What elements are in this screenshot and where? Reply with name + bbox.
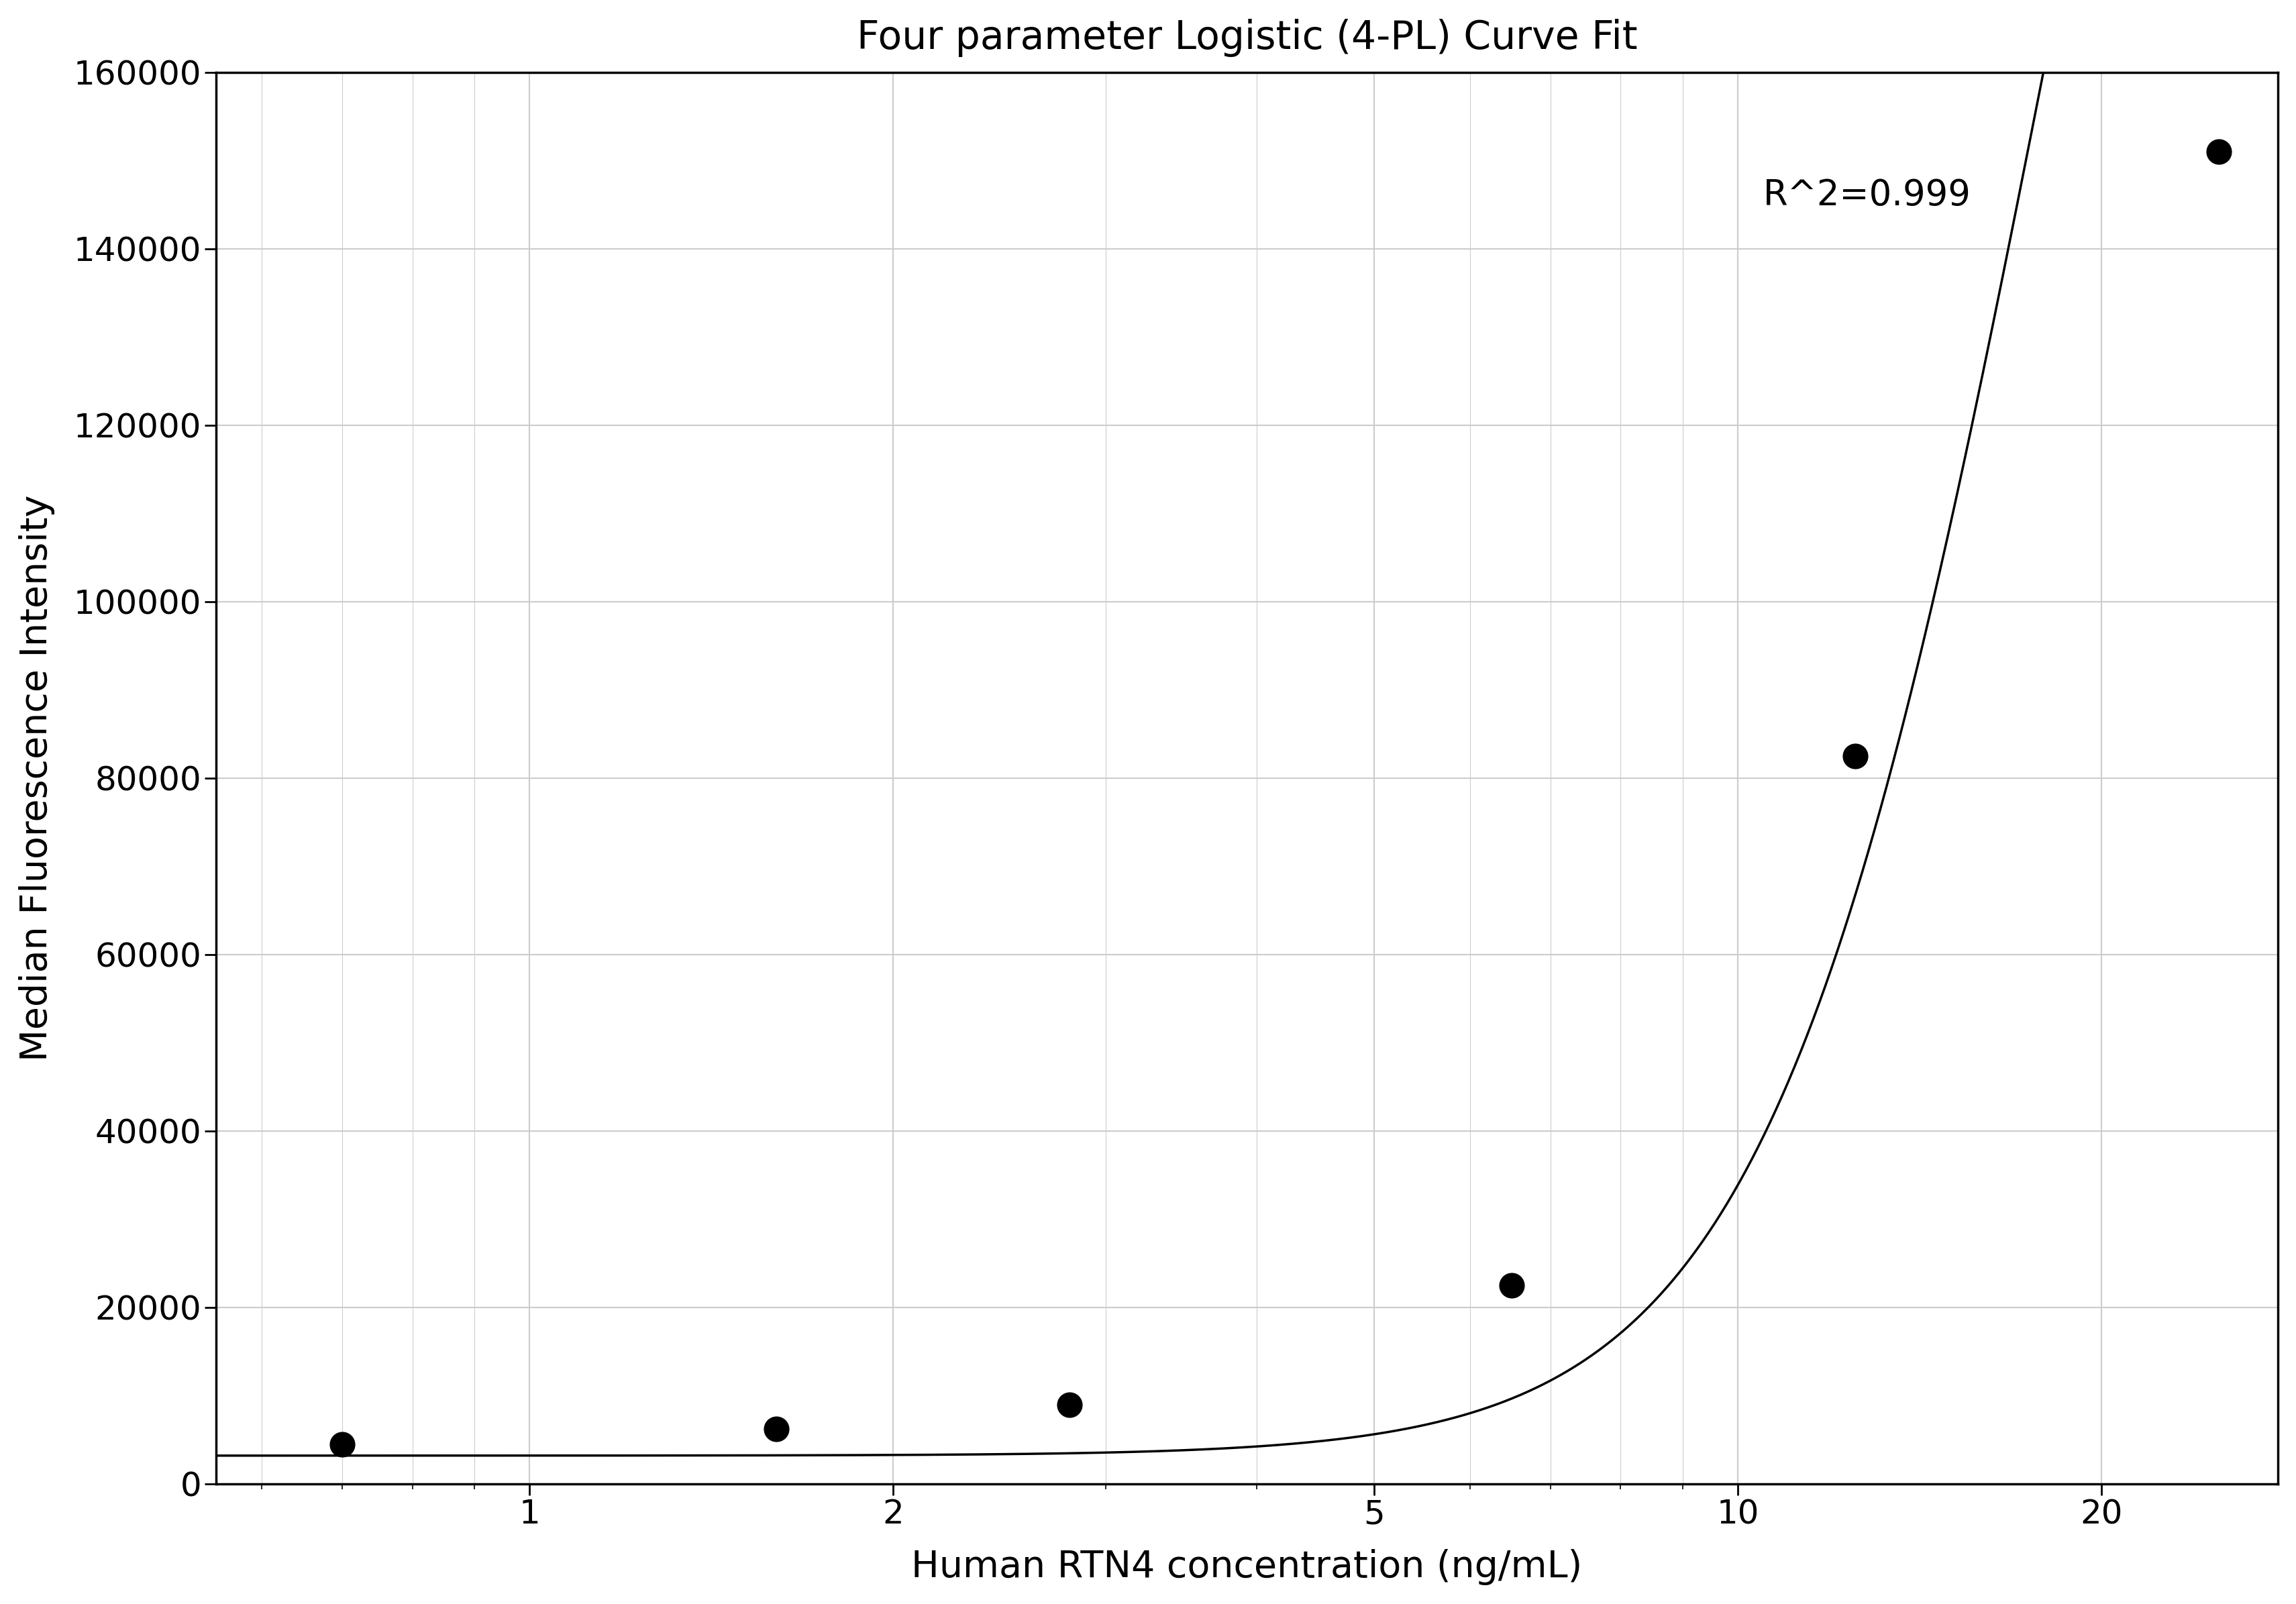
Point [1492, 1272, 1529, 1298]
X-axis label: Human RTN4 concentration (ng/mL): Human RTN4 concentration (ng/mL) [912, 1549, 1582, 1585]
Point [758, 1416, 794, 1442]
Y-axis label: Median Fluorescence Intensity: Median Fluorescence Intensity [18, 494, 55, 1062]
Text: R^2=0.999: R^2=0.999 [1763, 178, 1970, 213]
Point [1052, 1392, 1088, 1418]
Point [2200, 138, 2236, 164]
Title: Four parameter Logistic (4-PL) Curve Fit: Four parameter Logistic (4-PL) Curve Fit [856, 19, 1637, 56]
Point [1837, 743, 1874, 768]
Point [324, 1431, 360, 1456]
